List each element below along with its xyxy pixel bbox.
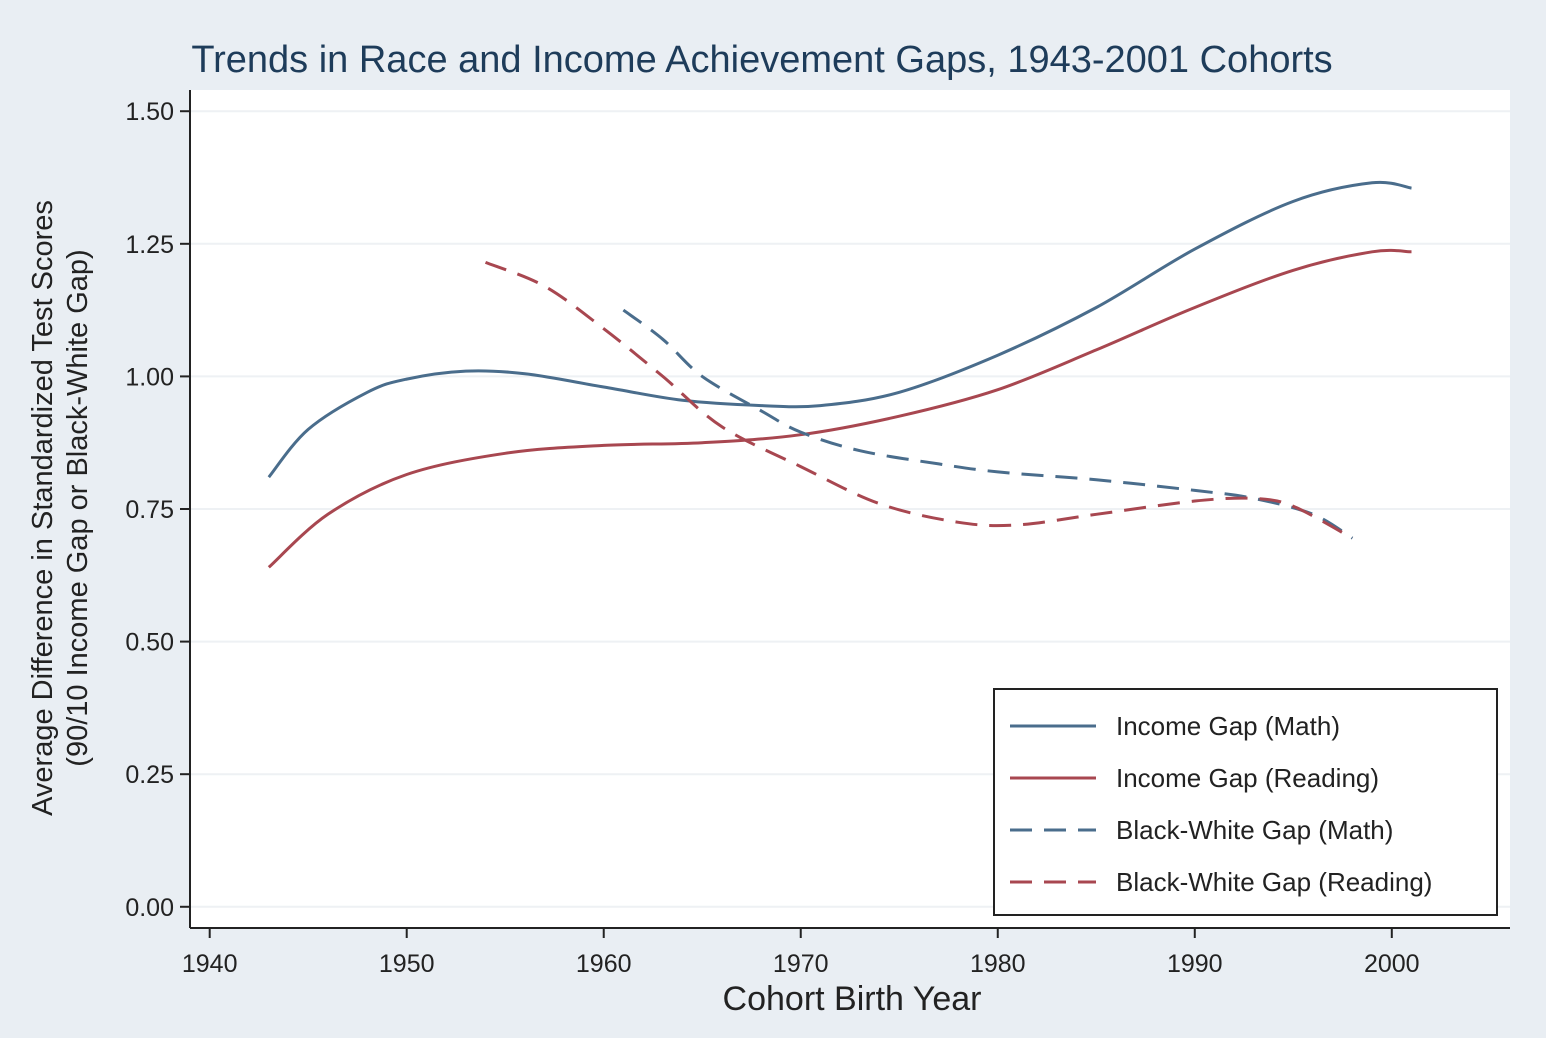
x-tick-label: 1950 (379, 950, 435, 978)
series-line-black-white-gap-math (622, 308, 1354, 540)
x-axis-title: Cohort Birth Year (723, 980, 982, 1018)
y-tick-label: 0.00 (125, 894, 174, 922)
axes: 0.00 0.25 0.50 0.75 1.00 1.25 1.50 1940 1950 1960… (125, 90, 1510, 978)
x-tick-label: 2000 (1364, 950, 1420, 978)
legend: Income Gap (Math) Income Gap (Reading) Bla… (993, 688, 1498, 916)
y-tick-label: 0.75 (125, 496, 174, 524)
legend-label: Black-White Gap (Reading) (1116, 867, 1432, 897)
series-line-income-gap-math (267, 180, 1412, 479)
x-tick-label: 1990 (1167, 950, 1223, 978)
legend-label: Black-White Gap (Math) (1116, 815, 1393, 845)
series-line-income-gap-reading (267, 248, 1412, 569)
y-axis-title-line2: (90/10 Income Gap or Black-White Gap) (62, 249, 94, 766)
chart-title: Trends in Race and Income Achievement Ga… (191, 39, 1332, 81)
x-tick-label: 1970 (773, 950, 829, 978)
x-tick-label: 1980 (970, 950, 1026, 978)
y-axis-title-line1: Average Difference in Standardized Test … (27, 200, 59, 816)
series-layer (267, 180, 1412, 569)
y-tick-label: 1.25 (125, 231, 174, 259)
y-tick-label: 0.25 (125, 761, 174, 789)
x-tick-label: 1940 (182, 950, 238, 978)
y-tick-label: 0.50 (125, 629, 174, 657)
y-tick-label: 1.00 (125, 363, 174, 391)
legend-label: Income Gap (Reading) (1116, 763, 1379, 793)
grid (190, 110, 1510, 908)
legend-label: Income Gap (Math) (1116, 711, 1340, 741)
series-line-black-white-gap-reading (484, 261, 1354, 540)
y-tick-label: 1.50 (125, 98, 174, 126)
x-tick-label: 1960 (576, 950, 632, 978)
